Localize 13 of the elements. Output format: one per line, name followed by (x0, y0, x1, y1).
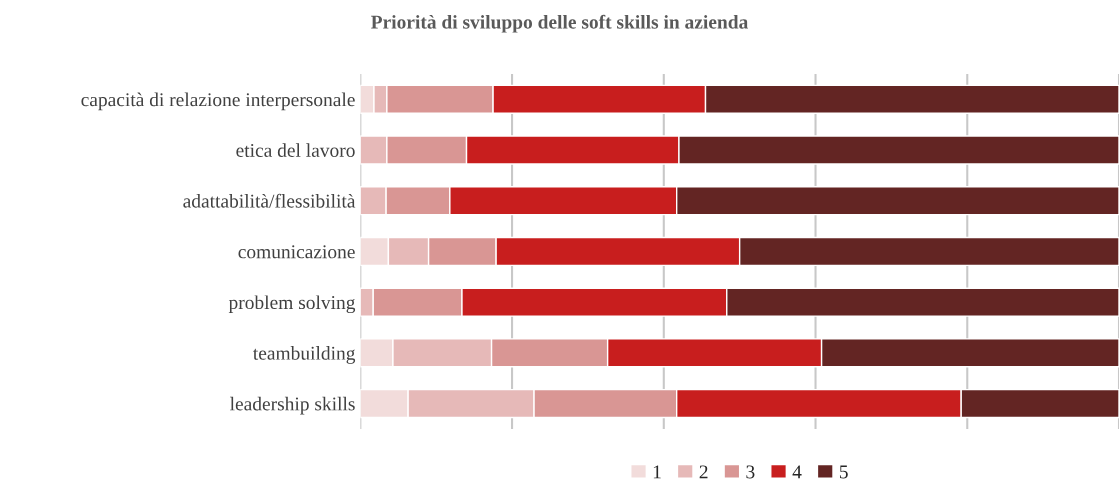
y-tick-label: etica del lavoro (236, 143, 355, 157)
y-tick-label: problem solving (228, 295, 356, 314)
y-tick-label: capacità di relazione interpersonale (81, 92, 355, 111)
legend-label: 3 (746, 465, 755, 479)
y-tick-label: leadership skills (230, 396, 355, 415)
legend-label: 1 (653, 465, 661, 479)
y-tick-label: comunicazione (238, 245, 355, 259)
legend-label: 4 (792, 465, 802, 479)
chart-title: Priorità di sviluppo delle soft skills in azienda (371, 14, 748, 33)
y-tick-label: adattabilità/flessibilità (183, 193, 356, 208)
y-tick-label: teambuilding (253, 346, 356, 364)
legend-label: 2 (699, 465, 708, 479)
legend-label: 5 (839, 465, 848, 479)
